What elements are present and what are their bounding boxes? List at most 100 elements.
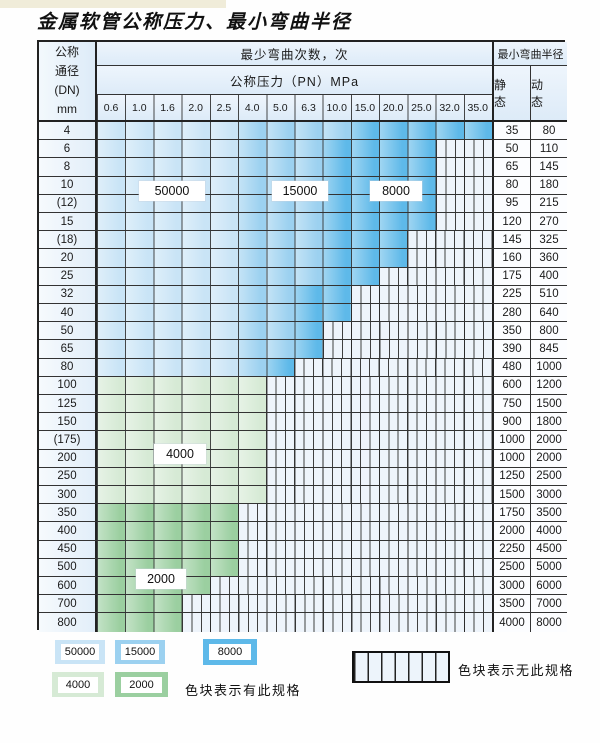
dn-cell: 32 <box>39 285 97 304</box>
pressure-band <box>97 486 492 504</box>
spec-color-segment <box>294 285 351 304</box>
static-radius-cell: 1000 <box>492 449 530 467</box>
table-row: 400 2000 4000 <box>39 522 567 541</box>
spec-color-segment <box>97 358 239 376</box>
dynamic-radius-cell: 3000 <box>530 486 567 504</box>
dn-cell: 800 <box>39 613 97 632</box>
pressure-band <box>97 249 492 267</box>
pressure-value-cell: 32.0 <box>435 95 464 120</box>
spec-color-segment <box>97 522 239 540</box>
spec-color-segment <box>97 249 239 267</box>
pressure-value-cell: 25.0 <box>407 95 436 120</box>
dn-cell: 50 <box>39 322 97 340</box>
static-radius-cell: 750 <box>492 395 530 413</box>
bend-cycles-value-label: 8000 <box>370 181 422 201</box>
page-title: 金属软管公称压力、最小弯曲半径 <box>37 11 353 33</box>
spec-color-segment <box>294 340 323 358</box>
static-radius-cell: 350 <box>492 322 530 340</box>
no-spec-hatch-segment <box>209 577 492 595</box>
spec-color-segment <box>97 595 182 613</box>
dn-cell: 450 <box>39 540 97 558</box>
table-row: 200 1000 2000 <box>39 449 567 468</box>
dynamic-radius-cell: 5000 <box>530 558 567 577</box>
dynamic-radius-cell: 400 <box>530 267 567 285</box>
pressure-value-cell: 0.6 <box>97 95 126 120</box>
spec-color-segment <box>97 322 239 340</box>
legend-swatch-label: 50000 <box>61 644 99 660</box>
dn-cell: 400 <box>39 522 97 540</box>
dynamic-radius-cell: 360 <box>530 249 567 267</box>
static-radius-cell: 1000 <box>492 431 530 449</box>
pressure-value-cell: 20.0 <box>379 95 408 120</box>
dynamic-radius-cell: 640 <box>530 304 567 322</box>
spec-color-segment <box>238 285 295 304</box>
static-radius-cell: 2500 <box>492 558 530 577</box>
no-spec-hatch-segment <box>350 285 492 304</box>
spec-color-segment <box>238 158 323 176</box>
table-row: 20 160 360 <box>39 249 567 268</box>
table-row: 32 225 510 <box>39 285 567 305</box>
pressure-value-cell: 15.0 <box>350 95 380 120</box>
pressure-value-cell: 5.0 <box>266 95 295 120</box>
static-radius-cell: 4000 <box>492 613 530 632</box>
spec-color-segment <box>238 231 323 249</box>
spec-color-segment <box>97 231 239 249</box>
table-row: 300 1500 3000 <box>39 486 567 505</box>
top-beige-strip <box>0 0 226 8</box>
dn-cell: 125 <box>39 395 97 413</box>
dynamic-radius-cell: 2500 <box>530 467 567 486</box>
static-radius-cell: 390 <box>492 340 530 358</box>
no-spec-hatch-segment <box>435 213 492 231</box>
spec-color-segment <box>238 140 323 158</box>
table-row: (175) 1000 2000 <box>39 431 567 450</box>
dynamic-radius-cell: 325 <box>530 231 567 249</box>
table-row: 700 3500 7000 <box>39 595 567 614</box>
dn-cell: 15 <box>39 213 97 231</box>
static-radius-cell: 480 <box>492 358 530 376</box>
dynamic-radius-cell: 1500 <box>530 395 567 413</box>
spec-color-segment <box>97 540 239 558</box>
table-row: 40 280 640 <box>39 304 567 323</box>
dn-cell: 700 <box>39 595 97 613</box>
pressure-values-row: 0.6 1.0 1.6 2.0 2.5 4.0 5.0 6.3 10.0 15.0 20.0 25.0… <box>97 95 492 122</box>
table-row: 250 1250 2500 <box>39 467 567 487</box>
dn-cell: 4 <box>39 122 97 140</box>
table-body: 4 35 80 6 50 110 8 65 145 10 80 180 (12) 95 215 15 120 27… <box>39 122 567 632</box>
spec-color-segment <box>97 304 239 322</box>
spec-color-segment <box>266 358 295 376</box>
static-radius-cell: 225 <box>492 285 530 304</box>
dynamic-radius-cell: 1200 <box>530 376 567 395</box>
table-row: 150 900 1800 <box>39 413 567 432</box>
dynamic-radius-cell: 8000 <box>530 613 567 632</box>
table-row: 50 350 800 <box>39 322 567 341</box>
static-radius-cell: 175 <box>492 267 530 285</box>
legend-swatch: 2000 <box>115 672 168 697</box>
pressure-band <box>97 395 492 413</box>
no-spec-hatch-segment <box>238 504 492 522</box>
spec-color-segment <box>97 504 239 522</box>
dn-cell: 100 <box>39 376 97 395</box>
spec-color-segment <box>97 267 239 285</box>
dn-cell: 80 <box>39 358 97 376</box>
dn-cell: (12) <box>39 194 97 213</box>
pressure-band <box>97 467 492 486</box>
legend-swatch-label: 2000 <box>121 676 162 693</box>
static-radius-cell: 3500 <box>492 595 530 613</box>
static-radius-cell: 95 <box>492 194 530 213</box>
dn-cell: (175) <box>39 431 97 449</box>
pressure-value-cell: 1.6 <box>153 95 182 120</box>
legend-swatch: 4000 <box>52 672 104 697</box>
pressure-band <box>97 358 492 376</box>
dynamic-radius-cell: 4500 <box>530 540 567 558</box>
dn-cell: (18) <box>39 231 97 249</box>
dn-cell: 200 <box>39 449 97 467</box>
static-radius-cell: 600 <box>492 376 530 395</box>
spec-color-segment <box>97 158 239 176</box>
no-spec-hatch-segment <box>266 449 492 467</box>
spec-color-segment <box>294 304 351 322</box>
pressure-band <box>97 213 492 231</box>
dynamic-radius-cell: 270 <box>530 213 567 231</box>
dn-cell: 150 <box>39 413 97 431</box>
pressure-band <box>97 613 492 632</box>
